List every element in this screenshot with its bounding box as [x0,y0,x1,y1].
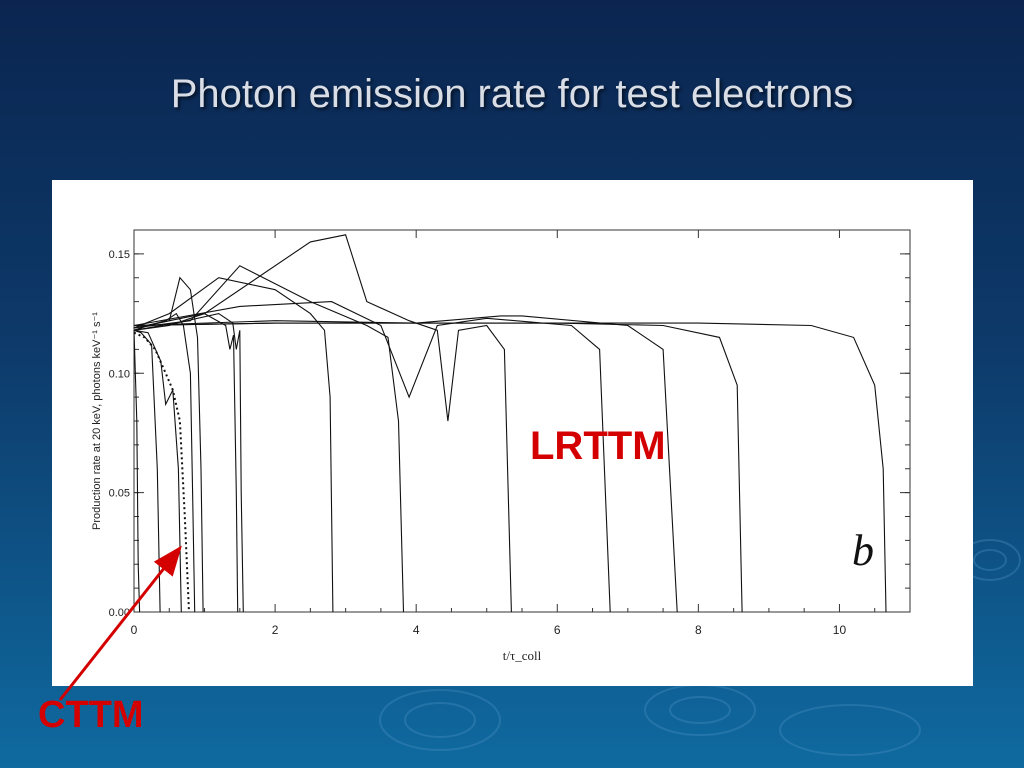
series-line-5 [133,312,196,613]
lrttm-label: LRTTM [530,424,666,468]
x-tick-label: 2 [272,623,279,637]
y-axis-label: Production rate at 20 keV, photons keV⁻¹… [91,312,103,530]
series-line-3 [133,329,182,613]
series-line-11 [133,234,512,613]
y-tick-label: 0.05 [109,488,130,500]
series-line-1 [133,330,141,613]
series-line-7 [133,313,239,613]
plot-frame [133,229,911,613]
y-tick-label: 0.00 [109,607,130,619]
series-line-10 [133,265,405,613]
series-line-9 [133,277,334,613]
x-tick-label: 0 [131,623,138,637]
series-line-15 [133,322,887,613]
cttm-label: CTTM [38,694,144,736]
x-tick-label: 6 [554,623,561,637]
series-line-12 [133,301,611,613]
slide-title: Photon emission rate for test electrons [170,72,854,116]
production-rate-chart: 0 2 4 6 8 10 0.00 0.05 0.10 0.15 t/τ_coll Product… [91,229,911,663]
series-line-6 [133,276,204,613]
x-tick-label: 8 [695,623,702,637]
x-tick-label: 10 [833,623,847,637]
x-tick-label: 4 [413,623,420,637]
y-tick-label: 0.15 [109,249,130,261]
series-line-13 [133,315,678,613]
panel-mark: b [852,526,874,575]
y-tick-label: 0.10 [109,368,130,380]
chart-panel: 0 2 4 6 8 10 0.00 0.05 0.10 0.15 t/τ_coll Product… [52,180,973,686]
x-axis-label: t/τ_coll [503,648,542,663]
